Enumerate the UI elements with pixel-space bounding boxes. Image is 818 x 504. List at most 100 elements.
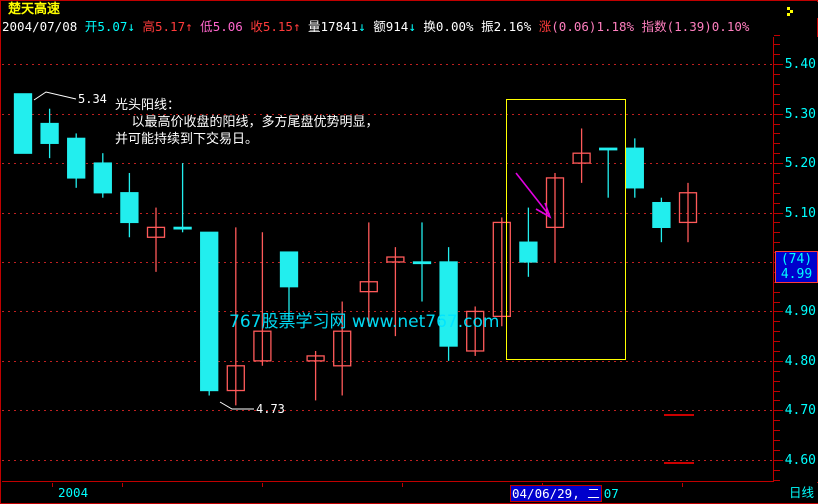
quote-close-label: 收: [250, 19, 263, 34]
quote-index-label: 指数: [641, 19, 667, 34]
axis-tick: [774, 104, 780, 105]
gridline-5-2: [2, 163, 773, 164]
period-label: 日线: [788, 485, 814, 500]
quote-amplitude-value: 2.16%: [493, 19, 532, 34]
axis-tick: [774, 193, 780, 194]
axis-tick: [774, 302, 780, 303]
axis-tick: [774, 440, 780, 441]
date-tick: [402, 483, 403, 487]
axis-tick: [774, 420, 780, 421]
candle-5[interactable]: [120, 172, 139, 238]
quote-open-arrow: ↓: [127, 19, 135, 34]
axis-tick: [774, 321, 780, 322]
candle-10[interactable]: [253, 232, 272, 366]
gridline-4-6: [2, 460, 773, 461]
candle-12[interactable]: [306, 350, 325, 401]
axis-tick: [774, 341, 780, 342]
note-line-1: 光头阳线：: [115, 98, 181, 113]
quote-turnover-value: 0.00%: [435, 19, 474, 34]
gridline-4-8: [2, 361, 773, 362]
quote-close-value: 5.15: [262, 19, 293, 34]
highlight-rectangle[interactable]: [506, 99, 626, 360]
axis-tick: [774, 400, 780, 401]
axis-tick: [774, 183, 780, 184]
axis-tick: [774, 242, 780, 243]
quote-change-abs: (0.06): [551, 19, 597, 34]
quote-volume-arrow: ↓: [358, 19, 366, 34]
axis-tick: [774, 163, 783, 164]
quote-low-label: 低: [200, 19, 213, 34]
quote-amount-label: 额: [373, 19, 386, 34]
quote-close-arrow: ↑: [292, 19, 301, 34]
axis-tick: [774, 381, 780, 382]
axis-label-4-90: 4.90: [784, 304, 816, 320]
axis-tick: [774, 460, 783, 461]
candle-8[interactable]: [200, 231, 219, 396]
note-line-2: 以最高价收盘的阳线，多方尾盘优势明显，: [115, 115, 379, 130]
current-price-count: (74): [780, 252, 813, 267]
quote-index-pct: 0.10%: [711, 19, 750, 34]
quote-date: 2004/07/08: [2, 19, 78, 34]
note-line-3: 并可能持续到下交易日。: [115, 132, 259, 147]
axis-tick: [774, 143, 780, 144]
quote-change-pct: 1.18%: [596, 19, 635, 34]
indicator-segment-upper: [664, 414, 694, 416]
current-price-box[interactable]: (74) 4.99: [775, 251, 818, 283]
candle-3[interactable]: [67, 133, 86, 188]
current-price-value: 4.99: [780, 267, 813, 282]
axis-tick: [774, 203, 780, 204]
candle-7[interactable]: [173, 163, 192, 233]
quote-amount-arrow: ↓: [408, 19, 416, 34]
axis-label-4-70: 4.70: [784, 403, 816, 419]
candle-1[interactable]: [13, 93, 33, 154]
axis-tick: [774, 470, 780, 471]
candle-2[interactable]: [40, 108, 59, 159]
pattern-note: 光头阳线： 以最高价收盘的阳线，多方尾盘优势明显， 并可能持续到下交易日。: [115, 97, 379, 148]
gridline-5: [2, 262, 773, 263]
axis-tick: [774, 311, 783, 312]
price-chart-plot[interactable]: 5.34 4.73 光头阳线： 以最高价收盘的阳线，多方尾盘优势明显， 并可能持续…: [2, 37, 774, 482]
axis-tick: [774, 391, 780, 392]
price-axis[interactable]: 5.40 5.30 5.20 5.10 4.90 4.80 4.70 4.60 (74) 4.…: [774, 35, 818, 482]
axis-tick: [774, 222, 780, 223]
quote-volume-label: 量: [308, 19, 321, 34]
quote-amplitude-label: 振: [481, 19, 494, 34]
date-tick: [682, 483, 683, 487]
candle-17[interactable]: [439, 247, 458, 361]
indicator-segment-lower: [664, 462, 694, 464]
cursor-extra-value: 07: [603, 485, 619, 501]
anchor-icon[interactable]: [786, 6, 800, 20]
stock-name-label: 楚天高速: [8, 2, 61, 17]
axis-tick: [774, 213, 783, 214]
axis-tick: [774, 35, 780, 36]
quote-turnover-label: 换: [423, 19, 436, 34]
title-bar: 楚天高速: [2, 2, 818, 18]
axis-tick: [774, 430, 780, 431]
quote-open-label: 开: [84, 19, 98, 34]
axis-tick: [774, 54, 780, 55]
axis-tick: [774, 64, 783, 65]
candle-25[interactable]: [652, 197, 671, 243]
gridline-5-1: [2, 213, 773, 214]
axis-tick: [774, 480, 780, 481]
date-axis-year: 2004: [58, 485, 89, 500]
date-tick: [52, 483, 53, 487]
axis-tick: [774, 153, 780, 154]
axis-tick: [774, 124, 780, 125]
axis-label-4-80: 4.80: [784, 353, 816, 369]
axis-label-5-20: 5.20: [784, 156, 816, 172]
axis-tick: [774, 133, 780, 134]
axis-tick: [774, 173, 780, 174]
watermark-text: 767股票学习网 www.net767.com: [229, 312, 500, 332]
axis-label-5-40: 5.40: [784, 57, 816, 73]
axis-tick: [774, 331, 780, 332]
date-axis[interactable]: 2004 04/06/29, 二 07 日线: [2, 483, 818, 503]
callout-low-label: 4.73: [256, 402, 285, 416]
quote-change-label: 涨: [538, 19, 552, 34]
candle-4[interactable]: [93, 153, 112, 198]
candle-24[interactable]: [625, 138, 644, 198]
axis-tick: [774, 361, 783, 362]
date-tick: [122, 483, 123, 487]
quote-high-label: 高: [142, 19, 155, 34]
axis-tick: [774, 292, 780, 293]
